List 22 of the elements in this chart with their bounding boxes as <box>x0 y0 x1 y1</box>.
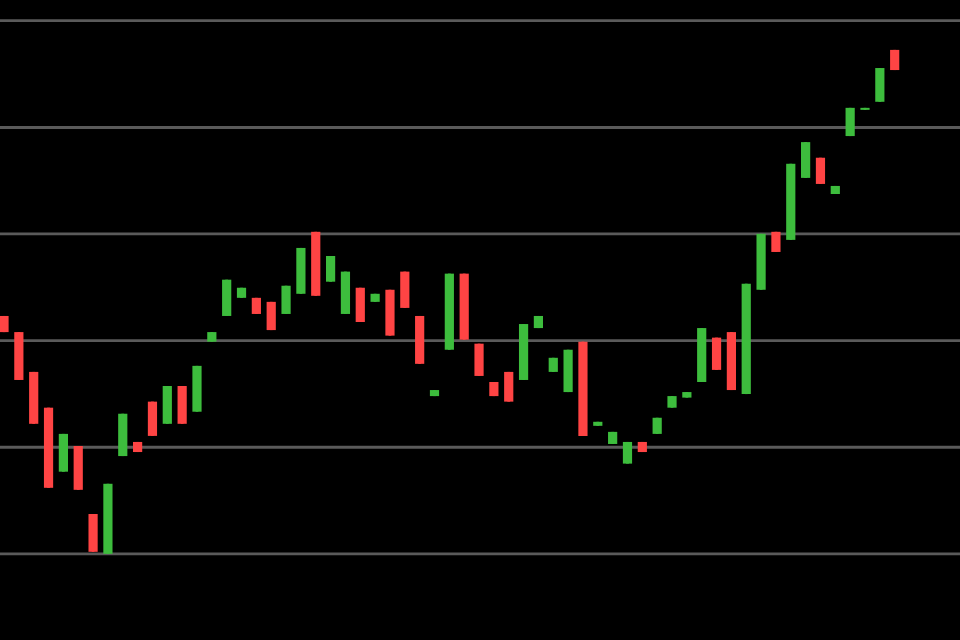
candlestick <box>177 384 187 426</box>
candlestick <box>14 330 24 382</box>
candlestick <box>340 270 351 316</box>
candlestick <box>58 432 68 474</box>
candlestick <box>875 66 885 104</box>
candlestick <box>162 384 172 426</box>
candlestick <box>711 336 722 372</box>
candlestick <box>801 140 811 180</box>
candlestick <box>88 512 98 554</box>
candlestick <box>192 364 202 414</box>
candlestick <box>73 444 83 492</box>
candlestick <box>815 156 826 186</box>
candlestick <box>504 370 514 404</box>
candlestick <box>474 342 484 378</box>
candlestick <box>222 278 232 318</box>
candlestick <box>281 284 291 316</box>
candlestick <box>325 254 336 284</box>
candlestick <box>415 314 425 366</box>
candlestick <box>385 288 395 338</box>
candlestick <box>147 400 158 438</box>
candlestick <box>400 270 410 310</box>
candlestick <box>296 246 306 296</box>
